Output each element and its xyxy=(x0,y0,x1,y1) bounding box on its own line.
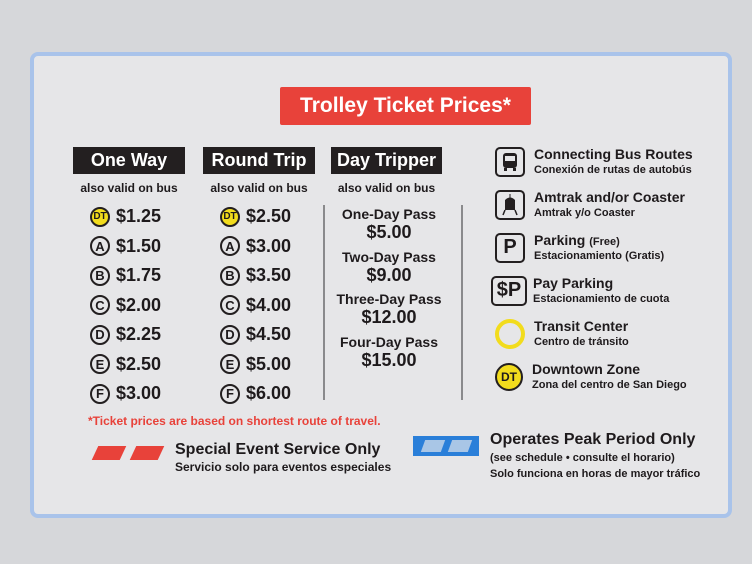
price-row: B $1.75 xyxy=(90,261,161,291)
pass-price: $15.00 xyxy=(361,349,417,370)
sign-card xyxy=(30,52,732,518)
zone-a-icon: A xyxy=(220,236,240,257)
day-tripper-sub: also valid on bus xyxy=(337,181,436,195)
zone-a-icon: A xyxy=(90,236,110,257)
pass-label: Three-Day Pass xyxy=(336,291,442,307)
legend-extra: (Free) xyxy=(589,236,620,248)
pass-label: One-Day Pass xyxy=(341,206,437,222)
zone-b-icon: B xyxy=(90,265,110,286)
price-row: A $1.50 xyxy=(90,232,161,262)
price-row: E $2.50 xyxy=(90,350,161,380)
day-pass: Three-Day Pass $12.00 xyxy=(324,291,454,328)
bus-icon xyxy=(495,146,525,177)
pay-parking-icon: $P xyxy=(491,275,527,306)
legend-sub: Amtrak y/o Coaster xyxy=(534,207,635,219)
price: $2.25 xyxy=(116,324,162,345)
legend-item: $P Pay Parking Estacionamiento de cuota xyxy=(491,275,670,306)
zone-c-icon: C xyxy=(220,295,240,316)
legend-sub: Estacionamiento de cuota xyxy=(533,293,670,305)
zone-dt-icon: DT xyxy=(90,206,110,227)
price: $6.00 xyxy=(246,383,292,404)
footnote: *Ticket prices are based on shortest rou… xyxy=(88,414,381,428)
pass-price: $12.00 xyxy=(361,307,417,327)
price-row: F $6.00 xyxy=(220,379,291,409)
day-tripper-header: Day Tripper xyxy=(331,147,442,174)
zone-e-icon: E xyxy=(90,354,110,375)
legend-item: Amtrak and/or Coaster Amtrak y/o Coaster xyxy=(495,189,685,220)
price: $2.00 xyxy=(116,294,162,315)
price: $4.00 xyxy=(246,294,292,315)
pass-price: $9.00 xyxy=(366,264,412,285)
sign-title: Trolley Ticket Prices* xyxy=(280,87,531,125)
parking-icon: P xyxy=(495,232,525,263)
price: $3.00 xyxy=(116,383,162,404)
legend-title: Pay Parking xyxy=(533,275,614,291)
price-row: F $3.00 xyxy=(90,379,161,409)
price: $5.00 xyxy=(246,353,292,374)
price: $1.25 xyxy=(116,206,162,227)
day-pass: One-Day Pass $5.00 xyxy=(324,206,454,243)
pass-label: Four-Day Pass xyxy=(339,333,439,350)
price: $2.50 xyxy=(246,206,292,227)
peak-period-title: Operates Peak Period Only xyxy=(490,431,696,448)
price-row: C $4.00 xyxy=(220,291,291,321)
price: $1.50 xyxy=(116,235,162,256)
zone-b-icon: B xyxy=(220,265,240,286)
pass-label: Two-Day Pass xyxy=(342,248,436,265)
column-sub: also valid on bus xyxy=(210,181,308,195)
zone-d-icon: D xyxy=(220,324,240,345)
zone-c-icon: C xyxy=(90,295,110,316)
price: $4.50 xyxy=(246,324,292,345)
price-list: DT $2.50 A $3.00 B $3.50 C $4.00 D $4.50 E $5.00 F $6… xyxy=(220,202,291,409)
zone-f-icon: F xyxy=(220,383,240,404)
legend-item: DT Downtown Zone Zona del centro de San D… xyxy=(495,361,687,392)
legend-title: Parking xyxy=(534,232,586,248)
zone-f-icon: F xyxy=(90,383,110,404)
column-header: One Way xyxy=(73,147,185,174)
transit-center-icon xyxy=(495,318,525,349)
column-divider xyxy=(461,205,463,400)
price-row: D $4.50 xyxy=(220,320,291,350)
price: $3.00 xyxy=(246,235,292,256)
train-icon xyxy=(495,189,525,220)
price-row: B $3.50 xyxy=(220,261,291,291)
legend-sub: Conexión de rutas de autobús xyxy=(534,164,692,176)
price-list: DT $1.25 A $1.50 B $1.75 C $2.00 D $2.25 E $2.50 F $3… xyxy=(90,202,161,409)
pass-price: $5.00 xyxy=(366,222,412,242)
peak-period-dashes-icon xyxy=(413,436,479,456)
legend-item: P Parking (Free) Estacionamiento (Gratis) xyxy=(495,232,664,263)
zone-e-icon: E xyxy=(220,354,240,375)
price-row: DT $2.50 xyxy=(220,202,291,232)
zone-dt-icon: DT xyxy=(220,206,240,227)
downtown-zone-icon: DT xyxy=(495,362,523,391)
day-pass: Four-Day Pass $15.00 xyxy=(324,334,454,371)
price: $2.50 xyxy=(116,353,162,374)
price-row: E $5.00 xyxy=(220,350,291,380)
price: $1.75 xyxy=(116,265,162,286)
special-event-sub: Servicio solo para eventos especiales xyxy=(175,460,392,474)
peak-period-sub2: Solo funciona en horas de mayor tráfico xyxy=(490,468,701,480)
price-row: C $2.00 xyxy=(90,291,161,321)
column-divider xyxy=(323,205,325,400)
legend-title: Connecting Bus Routes xyxy=(534,146,693,162)
legend-title: Amtrak and/or Coaster xyxy=(534,189,685,205)
price-row: DT $1.25 xyxy=(90,202,161,232)
column-sub: also valid on bus xyxy=(80,181,178,195)
price-row: D $2.25 xyxy=(90,320,161,350)
legend-item: Connecting Bus Routes Conexión de rutas … xyxy=(495,146,693,177)
day-pass: Two-Day Pass $9.00 xyxy=(324,249,454,286)
column-header: Round Trip xyxy=(203,147,315,174)
zone-d-icon: D xyxy=(90,324,110,345)
legend-title: Downtown Zone xyxy=(532,361,641,377)
legend-sub: Estacionamiento (Gratis) xyxy=(534,250,665,262)
legend-item: Transit Center Centro de tránsito xyxy=(495,318,629,349)
legend-title: Transit Center xyxy=(534,318,629,334)
peak-period-sub1: (see schedule • consulte el horario) xyxy=(490,452,675,464)
legend-sub: Zona del centro de San Diego xyxy=(532,379,687,391)
legend-sub: Centro de tránsito xyxy=(534,336,629,348)
special-event-title: Special Event Service Only xyxy=(175,441,381,458)
price: $3.50 xyxy=(246,265,292,286)
price-row: A $3.00 xyxy=(220,232,291,262)
